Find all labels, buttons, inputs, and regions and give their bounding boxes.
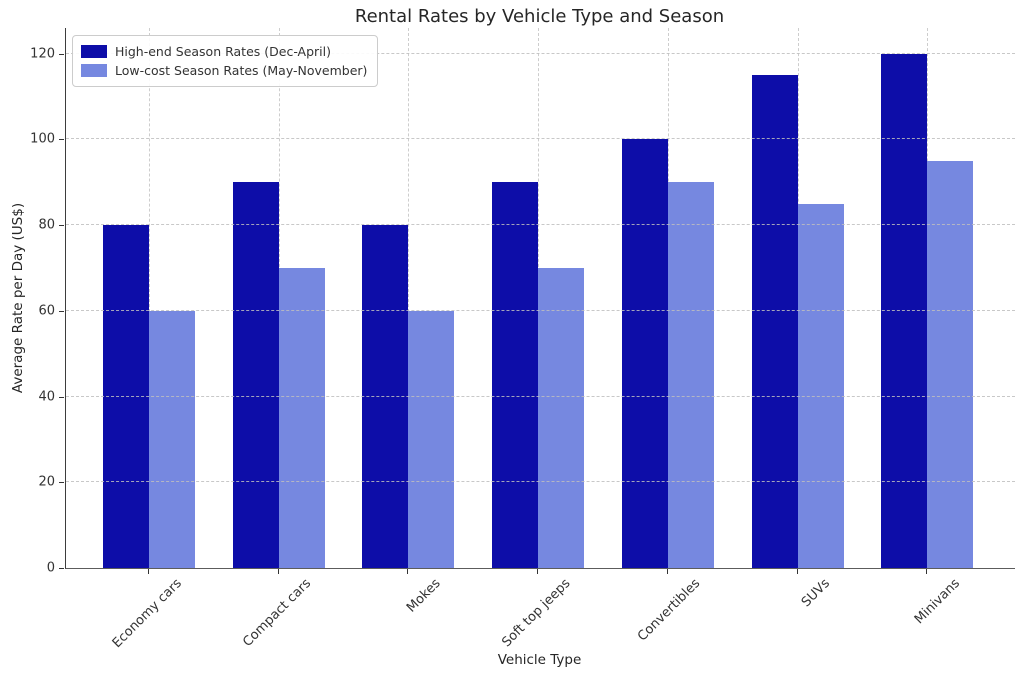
x-axis-label: Vehicle Type [497, 652, 582, 668]
y-tick-mark [59, 225, 64, 227]
low-season-bar-1 [278, 268, 325, 568]
y-tick-mark [59, 139, 64, 141]
legend-label: Low-cost Season Rates (May-November) [115, 63, 368, 78]
y-tick-label: 20 [38, 474, 55, 490]
x-tick-label: Convertibles [635, 576, 704, 645]
low-season-bar-6 [927, 160, 974, 568]
y-tick-label: 60 [38, 303, 55, 319]
y-tick-mark [59, 396, 64, 398]
x-tick-label: Mokes [404, 576, 445, 616]
low-season-bar-0 [149, 310, 195, 568]
legend-swatch [81, 64, 107, 77]
y-tick-label: 40 [38, 389, 55, 405]
x-tick-mark [926, 569, 928, 574]
low-season-bar-2 [408, 310, 455, 568]
x-tick-label: Minivans [911, 576, 963, 628]
legend-item: Low-cost Season Rates (May-November) [81, 61, 367, 80]
x-tick-label: Compact cars [240, 576, 315, 650]
high-season-bar-5 [751, 75, 798, 568]
x-tick-mark [148, 569, 149, 574]
low-season-bar-4 [667, 182, 714, 568]
y-tick-mark [59, 568, 64, 569]
low-season-bar-5 [797, 203, 844, 568]
vertical-gridline [149, 28, 150, 568]
horizontal-gridline [66, 224, 1015, 226]
y-tick-label: 120 [30, 46, 55, 62]
low-season-bar-3 [538, 268, 585, 568]
legend: High-end Season Rates (Dec-April) Low-cos… [72, 35, 379, 87]
x-tick-mark [796, 569, 798, 574]
y-tick-mark [59, 53, 64, 55]
horizontal-gridline [66, 138, 1015, 140]
y-tick-label: 100 [30, 131, 55, 147]
x-tick-mark [537, 569, 539, 574]
high-season-bar-3 [492, 182, 539, 568]
x-tick-label: SUVs [798, 576, 834, 611]
high-season-bar-4 [621, 139, 668, 568]
y-tick-mark [59, 310, 64, 312]
high-season-bar-6 [881, 53, 928, 568]
legend-item: High-end Season Rates (Dec-April) [81, 42, 367, 61]
y-tick-mark [59, 482, 64, 484]
x-tick-mark [407, 569, 409, 574]
vertical-gridline [408, 28, 410, 568]
high-season-bar-2 [362, 225, 409, 568]
high-season-bar-1 [232, 182, 279, 568]
x-tick-label: Economy cars [109, 576, 185, 652]
legend-swatch [81, 45, 107, 58]
x-tick-mark [666, 569, 668, 574]
chart-title: Rental Rates by Vehicle Type and Season [354, 6, 725, 27]
plot-area: High-end Season Rates (Dec-April) Low-cos… [65, 28, 1015, 569]
y-tick-label: 0 [46, 560, 55, 576]
x-tick-mark [277, 569, 279, 574]
high-season-bar-0 [103, 225, 149, 568]
x-tick-label: Soft top jeeps [499, 576, 574, 651]
y-tick-label: 80 [38, 217, 55, 233]
legend-label: High-end Season Rates (Dec-April) [115, 44, 331, 59]
